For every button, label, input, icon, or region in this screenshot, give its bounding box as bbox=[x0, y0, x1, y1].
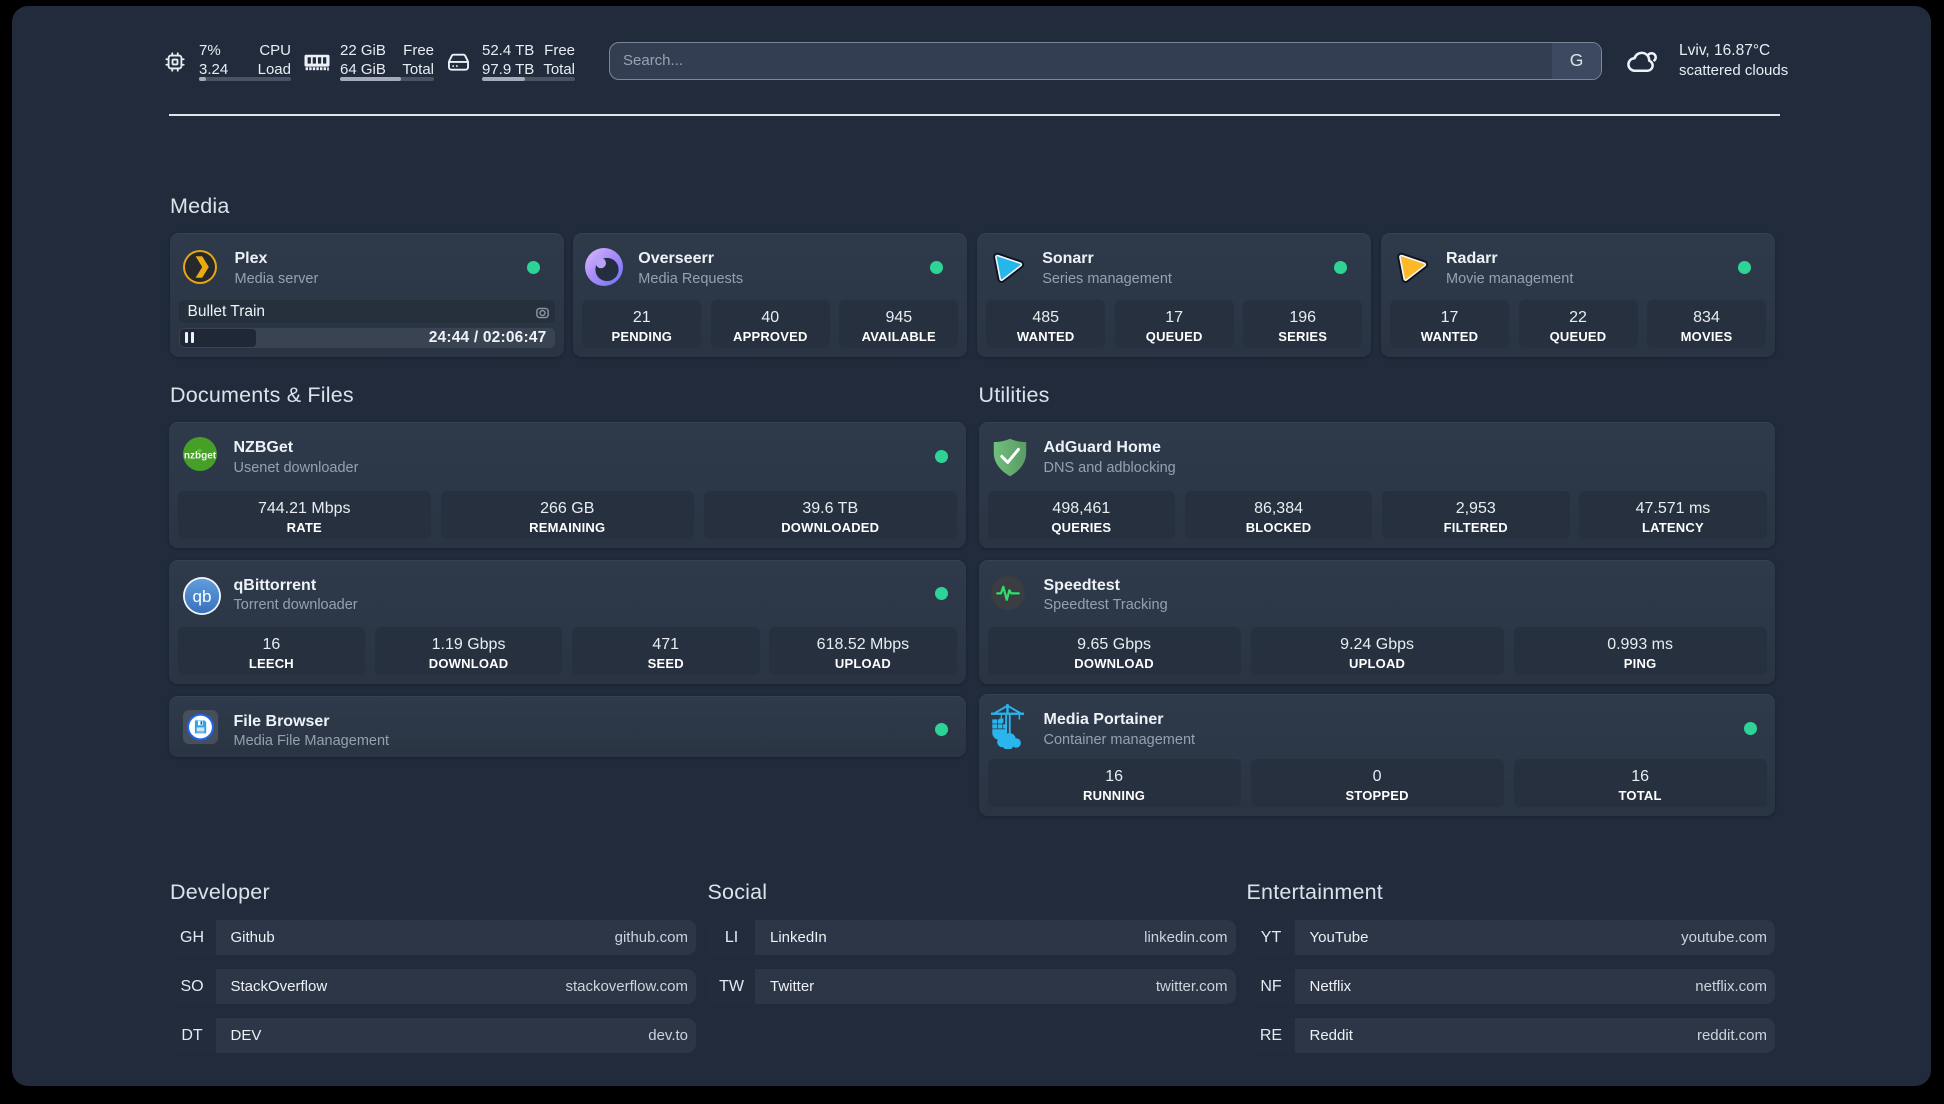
svg-text:qb: qb bbox=[192, 586, 211, 605]
svg-text:nzbget: nzbget bbox=[184, 451, 217, 462]
